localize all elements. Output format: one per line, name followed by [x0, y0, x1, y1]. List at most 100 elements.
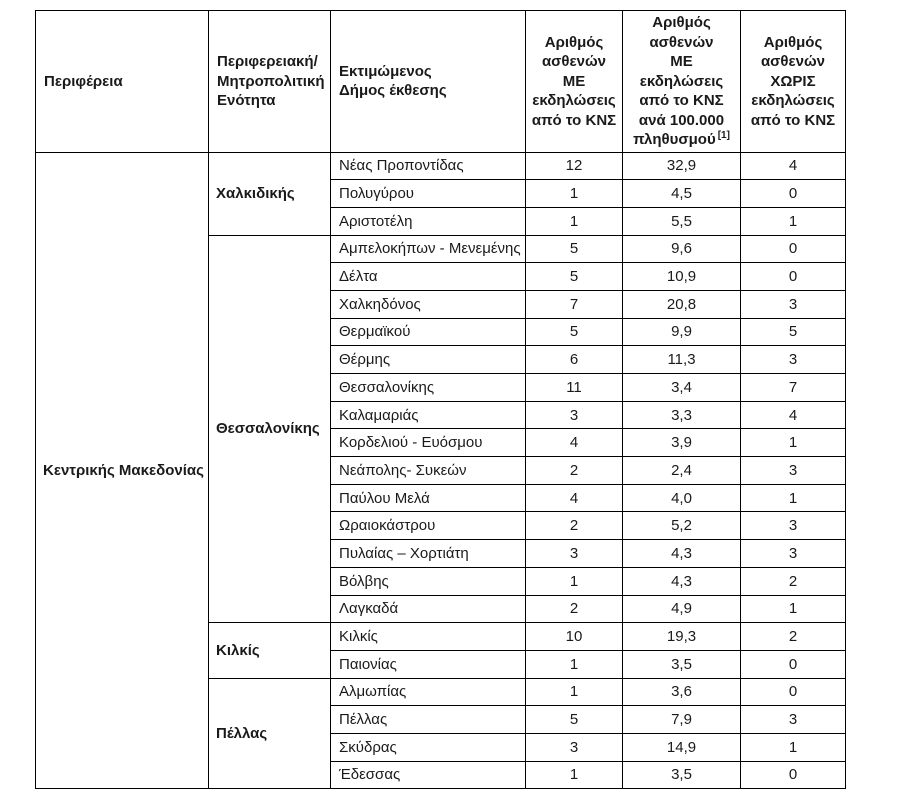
- municipality-cell: Πυλαίας – Χορτιάτη: [330, 539, 526, 568]
- header-region: Περιφέρεια: [35, 10, 209, 153]
- per-100k-cell: 11,3: [622, 345, 741, 374]
- per-100k-cell: 3,4: [622, 373, 741, 402]
- municipality-cell: Θερμαϊκού: [330, 317, 526, 347]
- municipality-cell: Ωραιοκάστρου: [330, 511, 526, 541]
- per-100k-cell: 2,4: [622, 456, 741, 485]
- municipality-cell: Βόλβης: [330, 566, 526, 596]
- table-row: Πέλλας Αλμωπίας 1 3,6 0: [36, 677, 846, 790]
- table-row: Κεντρικής Μακεδονίας Χαλκιδικής Νέας Προπο…: [35, 151, 846, 790]
- header-region-label: Περιφέρεια: [44, 72, 123, 90]
- with-cns-cell: 2: [525, 594, 623, 624]
- per-100k-cell: 14,9: [622, 732, 741, 762]
- header-per-100k: Αριθμός ασθενών ΜΕ εκδηλώσεις από το ΚΝΣ…: [622, 10, 741, 153]
- table-row: Παύλου Μελά 4 4,0 1: [36, 483, 846, 513]
- per-100k-cell: 3,5: [622, 649, 741, 679]
- municipality-cell: Καλαμαριάς: [330, 400, 526, 430]
- with-cns-cell: 1: [525, 206, 623, 236]
- municipality-cell: Λαγκαδά: [330, 594, 526, 624]
- table-row: Λαγκαδά 2 4,9 1: [36, 594, 846, 624]
- unit-cell: Χαλκιδικής: [208, 151, 331, 236]
- without-cns-cell: 3: [740, 456, 846, 485]
- without-cns-cell: 1: [740, 206, 846, 236]
- per-100k-cell: 4,0: [622, 483, 741, 513]
- municipality-cell: Αλμωπίας: [330, 677, 526, 707]
- without-cns-cell: 0: [740, 234, 846, 264]
- header-with-cns: Αριθμός ασθενών ΜΕ εκδηλώσεις από το ΚΝΣ: [525, 10, 623, 153]
- with-cns-cell: 12: [525, 151, 623, 181]
- unit-cell: Πέλλας: [208, 677, 331, 790]
- per-100k-cell: 7,9: [622, 705, 741, 734]
- municipality-cell: Πέλλας: [330, 705, 526, 734]
- header-unit-label: Περιφερειακή/ Μητροπολιτική Ενότητα: [217, 53, 325, 109]
- municipality-cell: Χαλκηδόνος: [330, 289, 526, 319]
- per-100k-cell: 4,3: [622, 566, 741, 596]
- table-row: Χαλκηδόνος 7 20,8 3: [36, 289, 846, 319]
- per-100k-cell: 32,9: [622, 151, 741, 181]
- without-cns-cell: 3: [740, 345, 846, 374]
- per-100k-cell: 5,5: [622, 206, 741, 236]
- footnote-marker: [1]: [717, 130, 730, 141]
- without-cns-cell: 2: [740, 566, 846, 596]
- municipality-cell: Αριστοτέλη: [330, 206, 526, 236]
- without-cns-cell: 4: [740, 400, 846, 430]
- municipality-cell: Θεσσαλονίκης: [330, 373, 526, 402]
- table-row: Καλαμαριάς 3 3,3 4: [36, 400, 846, 430]
- unit-cell: Κιλκίς: [208, 622, 331, 679]
- with-cns-cell: 10: [525, 622, 623, 651]
- with-cns-cell: 3: [525, 539, 623, 568]
- municipality-cell: Παύλου Μελά: [330, 483, 526, 513]
- without-cns-cell: 7: [740, 373, 846, 402]
- with-cns-cell: 2: [525, 456, 623, 485]
- with-cns-cell: 6: [525, 345, 623, 374]
- per-100k-cell: 20,8: [622, 289, 741, 319]
- without-cns-cell: 5: [740, 317, 846, 347]
- header-unit: Περιφερειακή/ Μητροπολιτική Ενότητα: [208, 10, 331, 153]
- table-row: Κιλκίς Κιλκίς 10 19,3 2: [36, 622, 846, 679]
- header-per-100k-label: Αριθμός ασθενών ΜΕ εκδηλώσεις από το ΚΝΣ…: [633, 14, 725, 148]
- with-cns-cell: 3: [525, 732, 623, 762]
- municipality-cell: Πολυγύρου: [330, 179, 526, 208]
- header-municipality: Εκτιμώμενος Δήμος έκθεσης: [330, 10, 526, 153]
- header-without-cns-label: Αριθμός ασθενών ΧΩΡΙΣ εκδηλώσεις από το …: [750, 33, 836, 129]
- per-100k-cell: 19,3: [622, 622, 741, 651]
- municipality-cell: Δέλτα: [330, 262, 526, 291]
- municipality-cell: Έδεσσας: [330, 760, 526, 790]
- municipality-cell: Θέρμης: [330, 345, 526, 374]
- per-100k-cell: 3,5: [622, 760, 741, 790]
- municipality-cell: Αμπελοκήπων - Μενεμένης: [330, 234, 526, 264]
- with-cns-cell: 5: [525, 317, 623, 347]
- with-cns-cell: 1: [525, 760, 623, 790]
- without-cns-cell: 1: [740, 732, 846, 762]
- without-cns-cell: 3: [740, 289, 846, 319]
- unit-cell: Θεσσαλονίκης: [208, 234, 331, 624]
- per-100k-cell: 4,5: [622, 179, 741, 208]
- patients-table-container: Περιφέρεια Περιφερειακή/ Μητροπολιτική Ε…: [35, 10, 846, 790]
- without-cns-cell: 2: [740, 622, 846, 651]
- with-cns-cell: 4: [525, 428, 623, 458]
- with-cns-cell: 1: [525, 649, 623, 679]
- per-100k-cell: 4,3: [622, 539, 741, 568]
- municipality-cell: Παιονίας: [330, 649, 526, 679]
- per-100k-cell: 3,6: [622, 677, 741, 707]
- patients-by-municipality-table: Περιφέρεια Περιφερειακή/ Μητροπολιτική Ε…: [35, 10, 846, 790]
- with-cns-cell: 2: [525, 511, 623, 541]
- with-cns-cell: 11: [525, 373, 623, 402]
- with-cns-cell: 1: [525, 677, 623, 707]
- with-cns-cell: 4: [525, 483, 623, 513]
- per-100k-cell: 4,9: [622, 594, 741, 624]
- without-cns-cell: 1: [740, 483, 846, 513]
- municipality-cell: Κορδελιού - Ευόσμου: [330, 428, 526, 458]
- without-cns-cell: 1: [740, 428, 846, 458]
- without-cns-cell: 1: [740, 594, 846, 624]
- header-without-cns: Αριθμός ασθενών ΧΩΡΙΣ εκδηλώσεις από το …: [740, 10, 846, 153]
- per-100k-cell: 9,9: [622, 317, 741, 347]
- municipality-cell: Κιλκίς: [330, 622, 526, 651]
- per-100k-cell: 5,2: [622, 511, 741, 541]
- table-row: Έδεσσας 1 3,5 0: [36, 760, 846, 790]
- with-cns-cell: 5: [525, 262, 623, 291]
- municipality-cell: Νεάπολης- Συκεών: [330, 456, 526, 485]
- without-cns-cell: 3: [740, 705, 846, 734]
- per-100k-cell: 3,3: [622, 400, 741, 430]
- with-cns-cell: 3: [525, 400, 623, 430]
- without-cns-cell: 0: [740, 649, 846, 679]
